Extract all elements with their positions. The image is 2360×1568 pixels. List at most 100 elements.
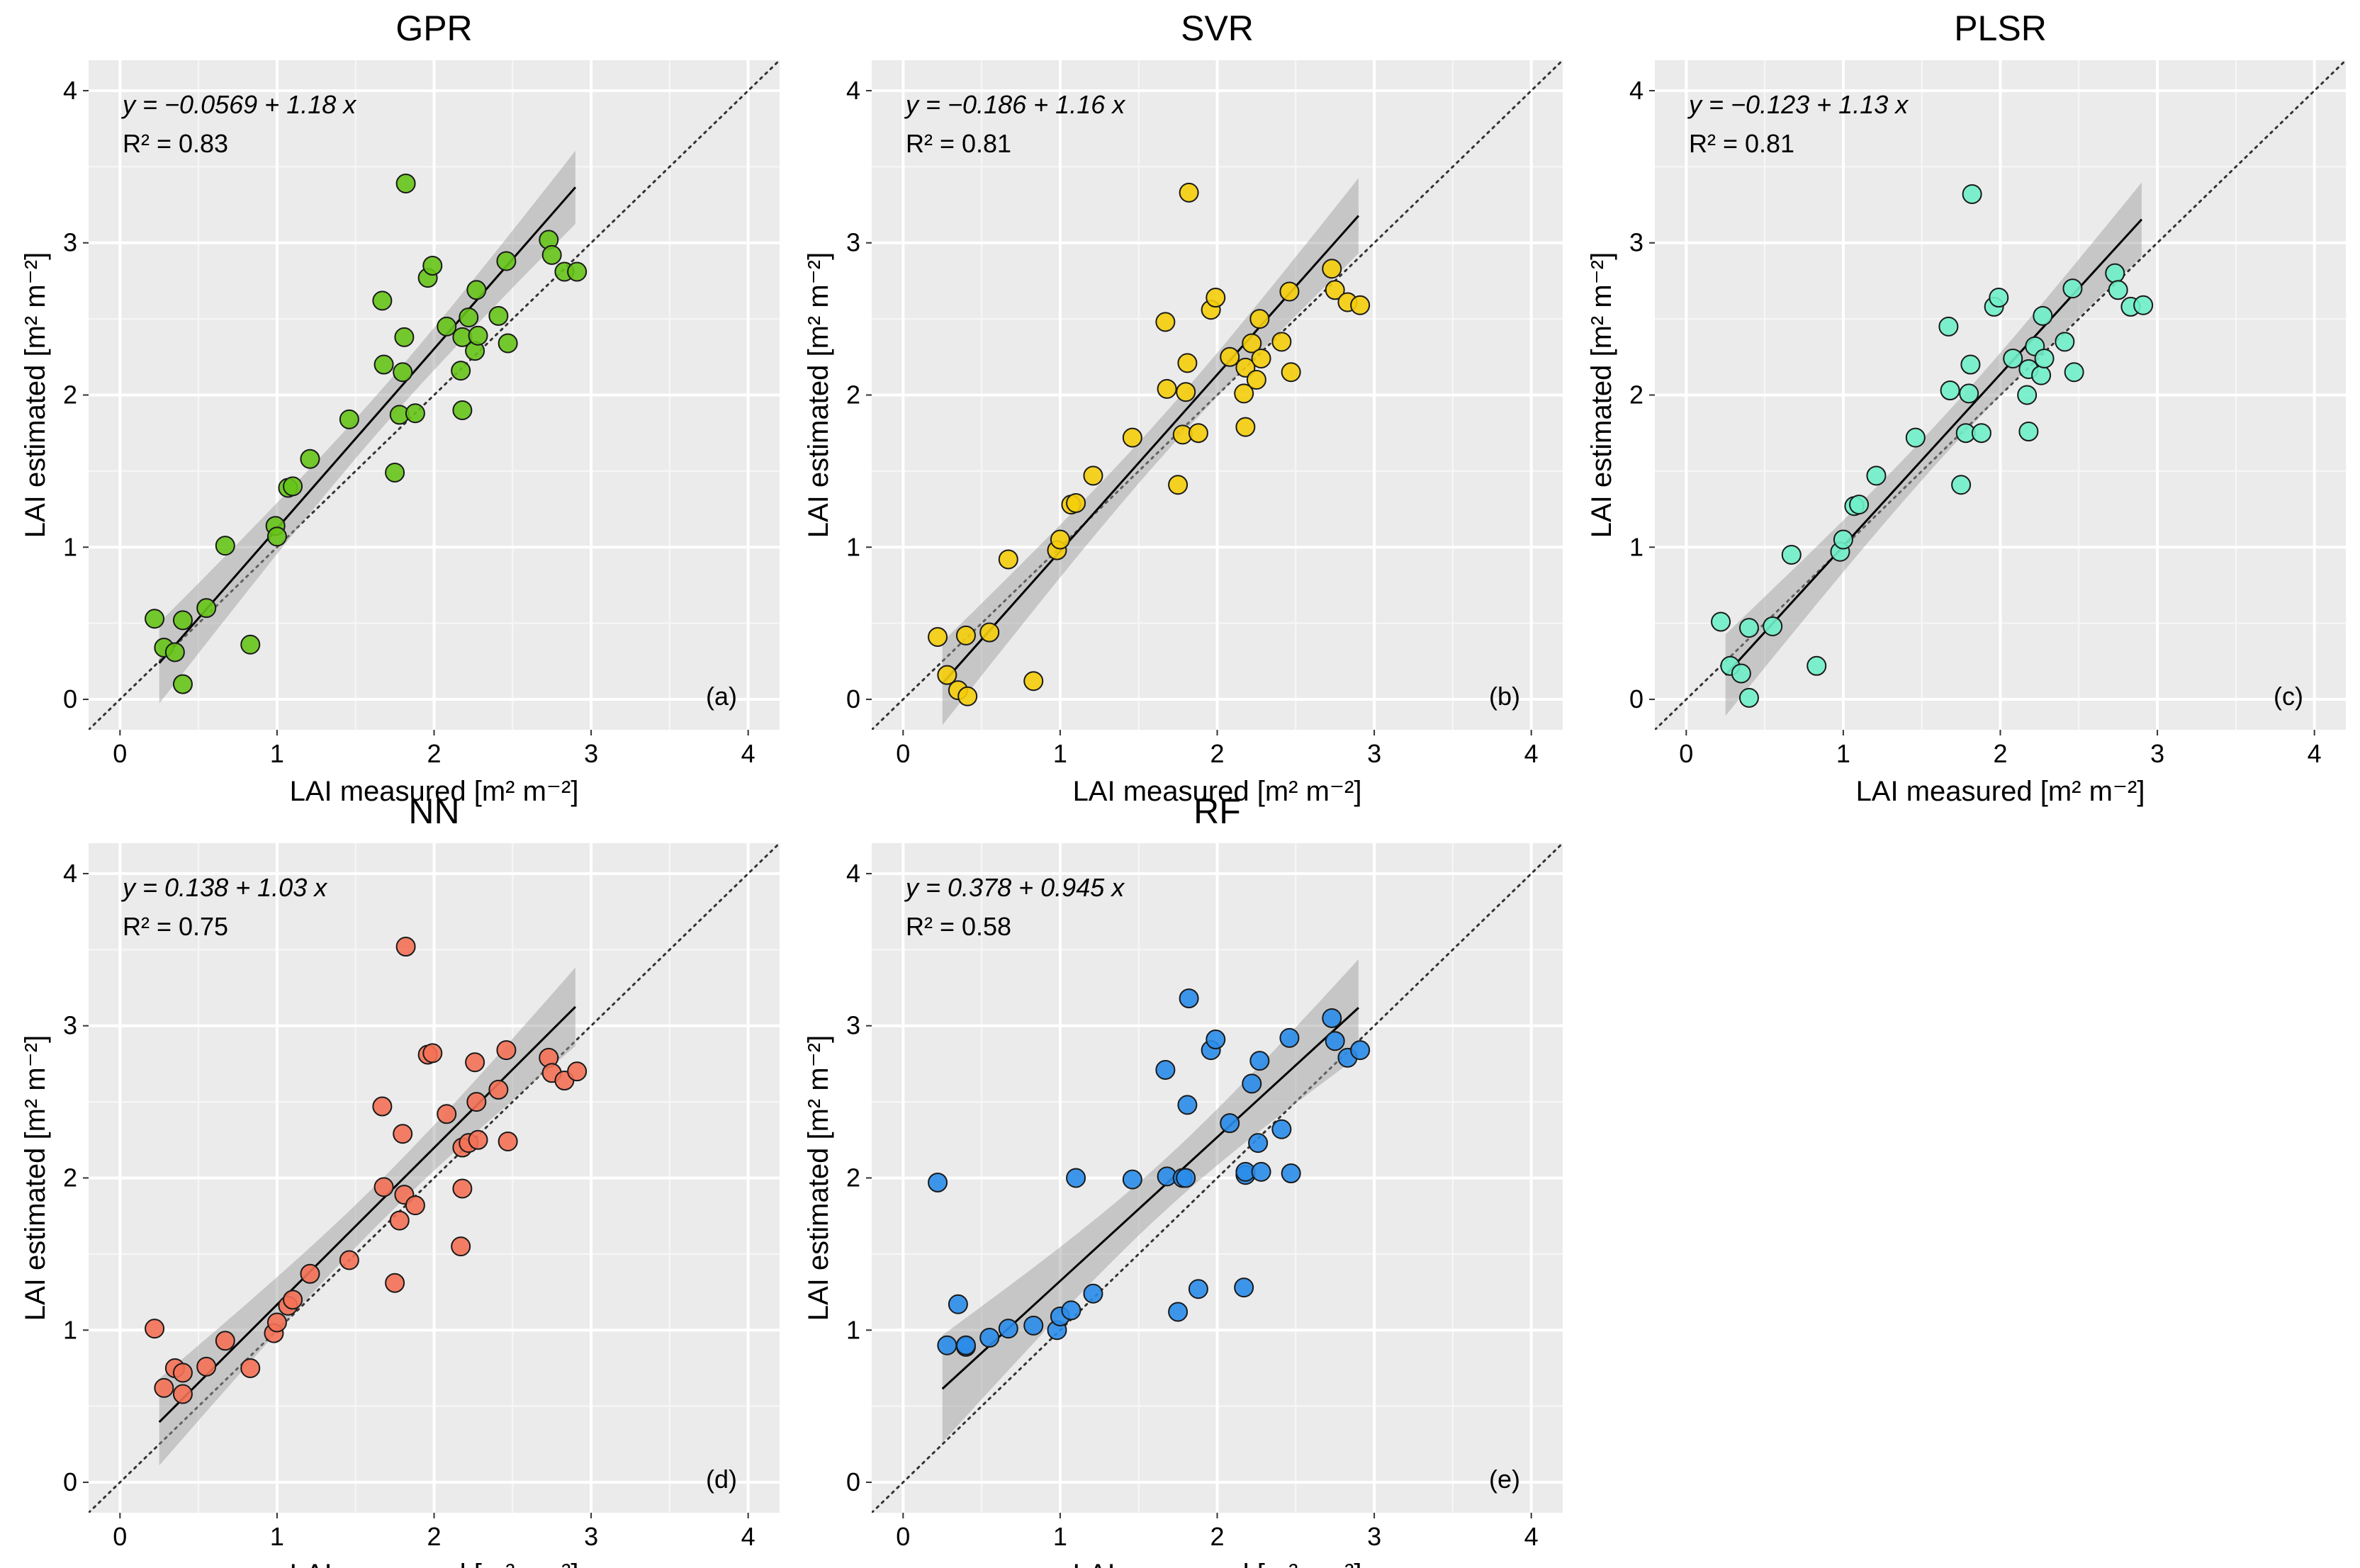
data-point	[496, 1040, 517, 1061]
y-tick-label: 4	[1629, 76, 1643, 105]
x-tick-label: 0	[896, 1522, 910, 1551]
panel-title: GPR	[395, 9, 472, 48]
data-point	[1905, 427, 1926, 448]
regression-equation: y = −0.186 + 1.16 x	[904, 90, 1126, 119]
data-point	[1833, 529, 1853, 550]
data-point	[2017, 385, 2038, 405]
y-axis-label: LAI estimated [m² m⁻²]	[20, 252, 51, 538]
panel-label: (a)	[706, 682, 737, 711]
data-point	[1242, 333, 1262, 354]
data-point	[955, 625, 976, 645]
data-point	[1281, 362, 1301, 383]
data-point	[422, 1043, 443, 1064]
x-tick-label: 0	[113, 739, 127, 768]
data-point	[488, 305, 509, 326]
panel-label: (b)	[1489, 682, 1520, 711]
data-point	[1325, 280, 1345, 300]
y-tick-label: 2	[1629, 380, 1643, 410]
plot-content	[872, 60, 1563, 730]
panel-rf: 0 1 2 3 4 0 1 2 3 4 RF LAI measured [m² m⁻²] LAI est…	[803, 791, 1563, 1568]
data-point	[215, 536, 235, 556]
y-tick-label: 4	[63, 76, 77, 105]
x-tick-label: 3	[584, 739, 598, 768]
panel-label: (e)	[1489, 1465, 1520, 1494]
x-tick-label: 0	[113, 1522, 127, 1551]
data-point	[998, 549, 1018, 570]
data-point	[937, 1335, 957, 1355]
x-axis-label: LAI measured [m² m⁻²]	[290, 776, 579, 807]
data-point	[1083, 1283, 1103, 1304]
data-point	[1177, 353, 1198, 373]
data-point	[1155, 1060, 1176, 1081]
identity-line	[872, 60, 1563, 730]
regression-equation: y = 0.378 + 0.945 x	[904, 873, 1125, 902]
x-tick-label: 3	[1367, 739, 1381, 768]
data-point	[1959, 383, 1979, 404]
y-tick-label: 0	[846, 684, 860, 714]
data-point	[372, 1096, 393, 1117]
data-point	[1220, 346, 1240, 367]
panel-gpr: 0 1 2 3 4 0 1 2 3 4 GPR LAI measured [m² m⁻²] LAI es…	[20, 9, 780, 807]
x-tick-label: 2	[1210, 1522, 1224, 1551]
data-point	[393, 362, 413, 383]
data-point	[389, 1210, 410, 1231]
x-tick-label: 1	[270, 739, 284, 768]
data-point	[2055, 332, 2075, 352]
data-point	[1866, 466, 1887, 486]
plot-content	[1655, 60, 2346, 730]
data-point	[283, 1290, 303, 1310]
x-axis-label: LAI measured [m² m⁻²]	[1073, 776, 1362, 807]
y-axis-label: LAI estimated [m² m⁻²]	[1586, 252, 1617, 538]
data-point	[1122, 1169, 1142, 1190]
x-tick-label: 3	[2150, 739, 2164, 768]
data-point	[373, 1177, 394, 1197]
data-point	[196, 598, 217, 619]
data-point	[172, 1384, 193, 1404]
x-tick-label: 1	[1053, 739, 1067, 768]
data-point	[1188, 1279, 1208, 1299]
data-point	[395, 173, 416, 193]
panel-svr: 0 1 2 3 4 0 1 2 3 4 SVR LAI measured [m² m⁻²] LAI es…	[803, 9, 1563, 807]
x-tick-label: 0	[1679, 739, 1693, 768]
data-point	[1322, 259, 1342, 279]
data-point	[1962, 184, 1982, 204]
x-tick-label: 1	[1836, 739, 1850, 768]
data-point	[1350, 295, 1371, 315]
data-point	[2133, 295, 2154, 315]
data-point	[1279, 1027, 1300, 1048]
regression-equation: y = −0.0569 + 1.18 x	[120, 90, 357, 119]
data-point	[1271, 1119, 1292, 1139]
identity-line	[872, 843, 1563, 1513]
y-tick-label: 0	[63, 684, 77, 714]
data-point	[979, 622, 1000, 643]
data-point	[1176, 382, 1196, 402]
panel-label: (c)	[2274, 682, 2303, 711]
data-point	[1251, 1161, 1271, 1182]
data-point	[422, 255, 443, 276]
data-point	[1234, 1277, 1254, 1298]
data-points	[145, 173, 588, 694]
data-point	[1971, 423, 1991, 444]
data-point	[266, 1312, 287, 1333]
y-tick-label: 4	[63, 859, 77, 888]
y-axis-label: LAI estimated [m² m⁻²]	[20, 1035, 51, 1321]
data-point	[215, 1331, 235, 1351]
plot-content	[89, 60, 780, 730]
data-point	[452, 1178, 473, 1199]
data-point	[437, 1104, 457, 1124]
x-tick-label: 4	[1524, 739, 1539, 768]
y-axis-label: LAI estimated [m² m⁻²]	[803, 252, 834, 538]
data-point	[1168, 475, 1189, 495]
y-tick-label: 1	[63, 532, 77, 561]
data-point	[452, 400, 473, 420]
data-point	[1083, 466, 1103, 486]
data-point	[437, 316, 457, 337]
data-point	[240, 1358, 261, 1378]
y-tick-label: 2	[63, 380, 77, 410]
data-point	[1249, 1051, 1270, 1071]
y-tick-label: 3	[846, 1011, 860, 1040]
regression-line	[158, 1005, 576, 1423]
x-tick-label: 2	[427, 739, 441, 768]
data-point	[1350, 1040, 1371, 1061]
